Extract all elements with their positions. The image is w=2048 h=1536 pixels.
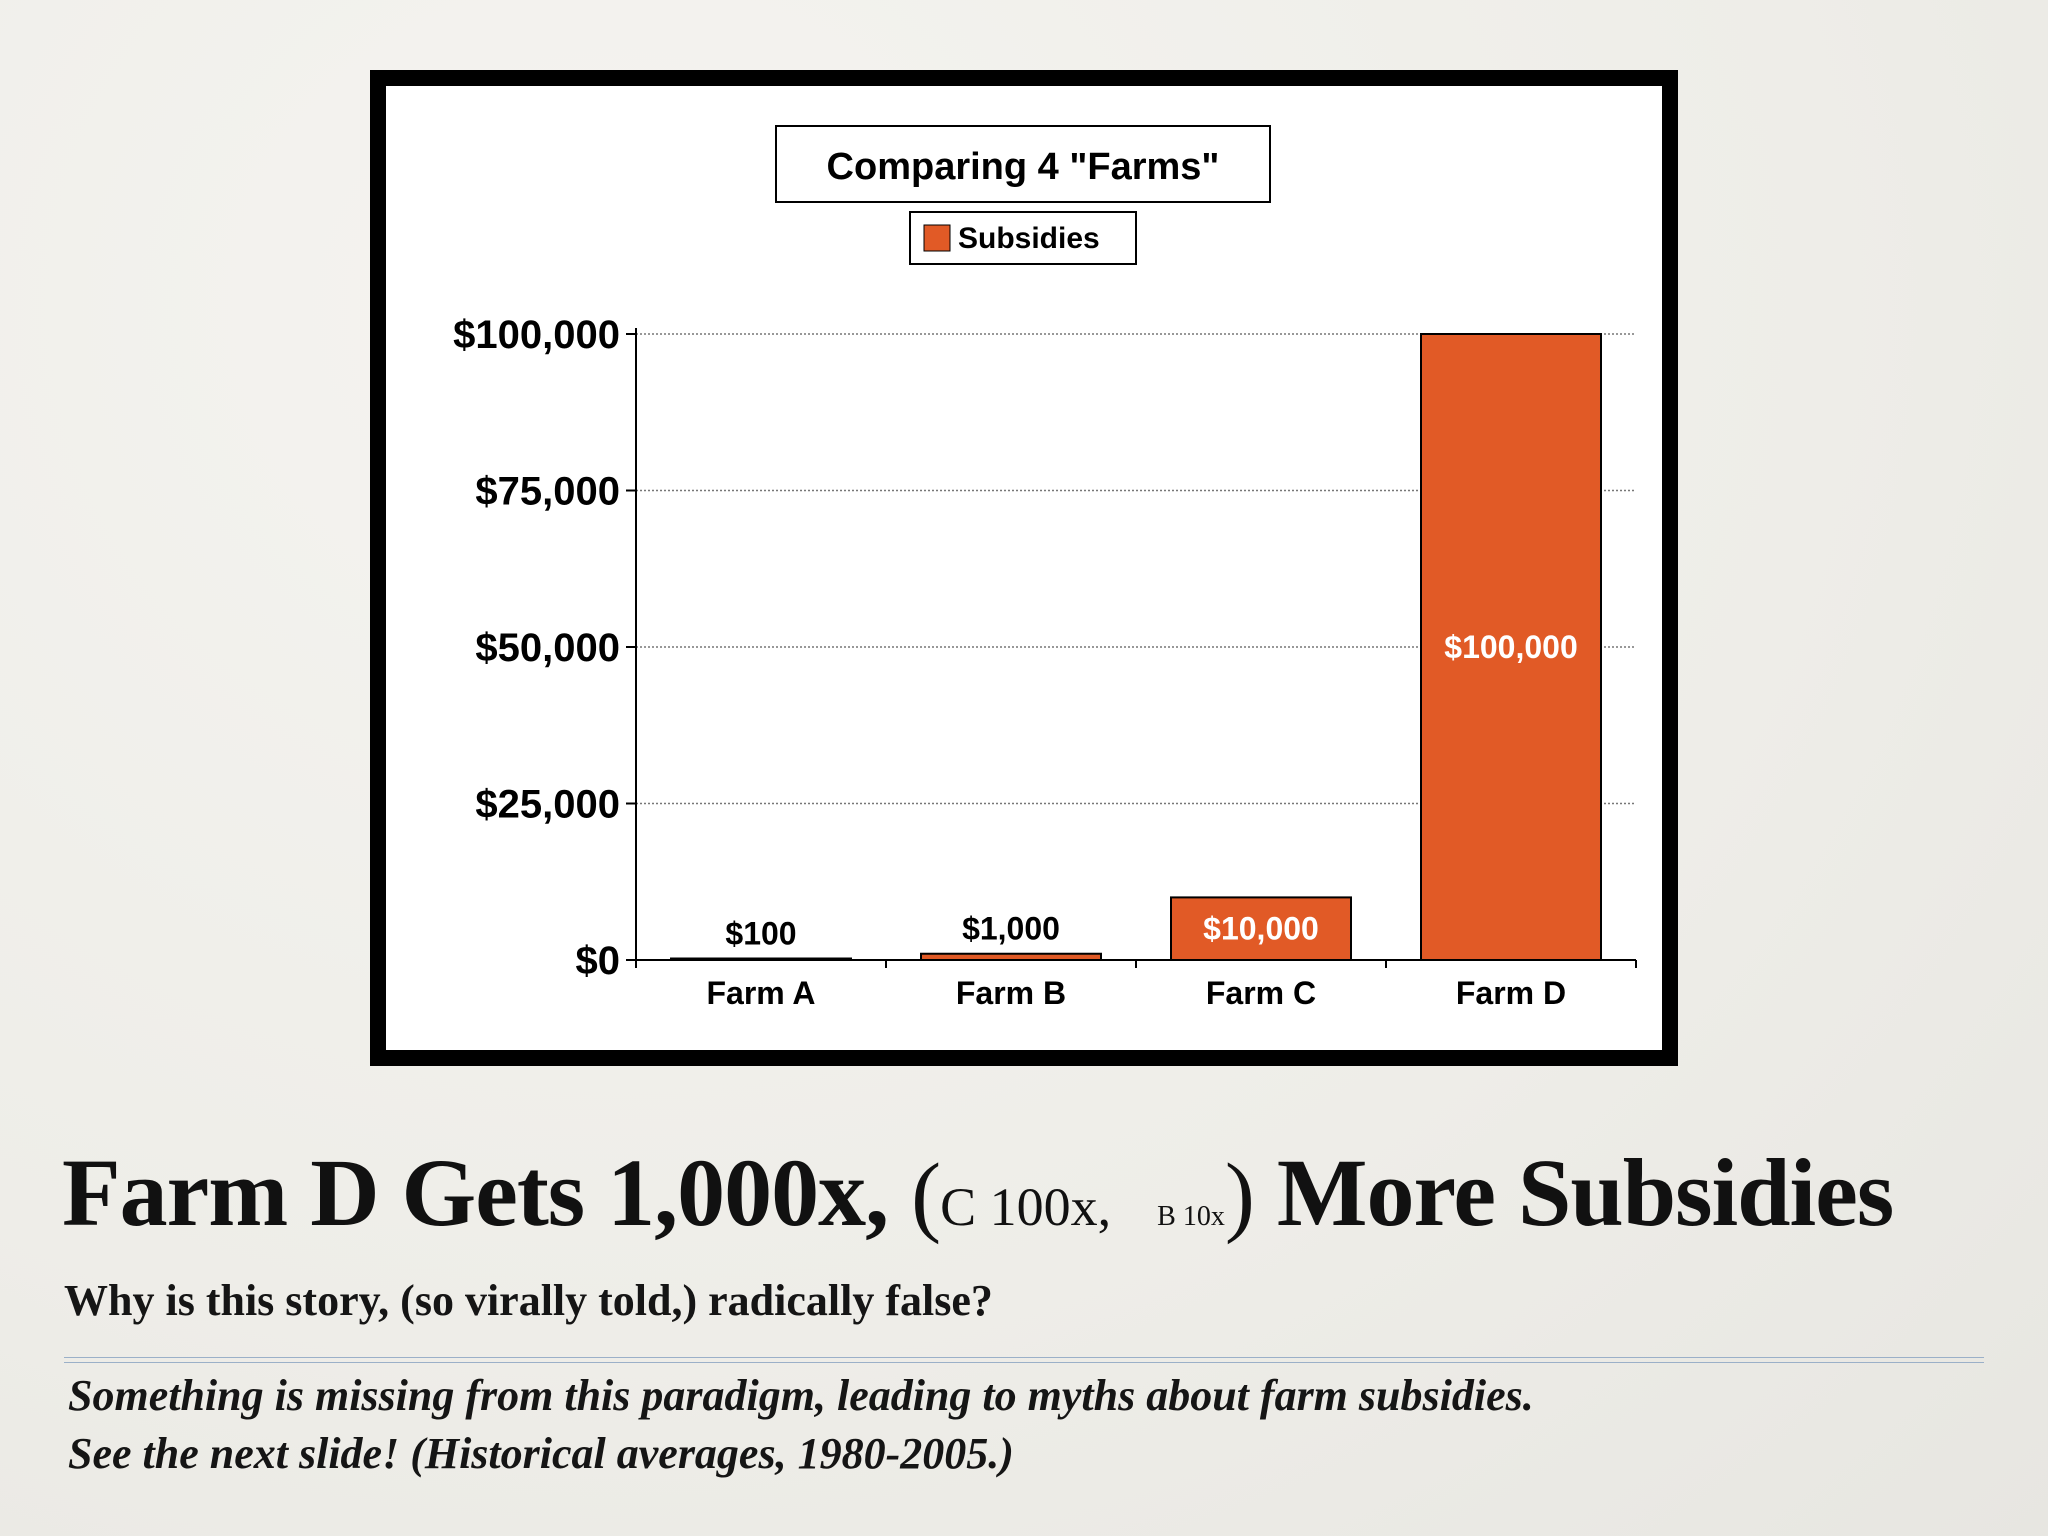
data-label: $10,000 <box>1203 911 1319 947</box>
slide-headline: Farm D Gets 1,000x, (C 100x, B 10x) More… <box>62 1138 2022 1272</box>
x-tick-label: Farm A <box>706 975 815 1011</box>
y-tick-label: $75,000 <box>475 470 620 514</box>
headline-b-part: B 10x <box>1157 1201 1225 1232</box>
y-tick-label: $100,000 <box>453 313 620 357</box>
slide-subtitle: Why is this story, (so virally told,) ra… <box>64 1276 993 1325</box>
headline-main: Farm D Gets 1,000x, <box>62 1139 889 1246</box>
legend-swatch <box>923 224 951 252</box>
legend: Subsidies <box>909 211 1137 265</box>
headline-tail: More Subsidies <box>1276 1139 1894 1246</box>
x-tick-label: Farm C <box>1206 975 1316 1011</box>
chart-area: $0 $25,000 $50,000 $75,000 $100,000 Farm A $10… <box>386 86 1662 1050</box>
chart-title-box <box>775 125 1271 203</box>
note-line-2: See the next slide! (Historical averages… <box>68 1429 1014 1478</box>
bars <box>670 333 1602 962</box>
data-label: $100,000 <box>1444 629 1577 665</box>
note-line-1: Something is missing from this paradigm,… <box>68 1371 1534 1420</box>
x-tick-label: Farm B <box>956 975 1066 1011</box>
y-tick-label: $0 <box>576 939 621 983</box>
axes <box>626 328 1637 968</box>
legend-label: Subsidies <box>958 222 1100 255</box>
y-tick-label: $50,000 <box>475 626 620 670</box>
chart-frame: $0 $25,000 $50,000 $75,000 $100,000 Farm A $10… <box>370 70 1678 1066</box>
y-tick-label: $25,000 <box>475 783 620 827</box>
headline-c-part: C 100x, <box>940 1177 1112 1237</box>
chart-title: Comparing 4 "Farms" <box>827 146 1220 188</box>
headline-open-paren: ( <box>911 1146 941 1245</box>
labels: $0 $25,000 $50,000 $75,000 $100,000 Farm A $10… <box>453 313 1578 1011</box>
data-label: $1,000 <box>962 911 1060 947</box>
bar-chart: $0 $25,000 $50,000 $75,000 $100,000 Farm A $10… <box>453 125 1637 1011</box>
chart-title-group: Comparing 4 "Farms" <box>775 125 1271 203</box>
bar <box>1420 333 1602 961</box>
headline-close-paren: ) <box>1224 1146 1255 1245</box>
x-tick-label: Farm D <box>1456 975 1566 1011</box>
divider <box>64 1357 1984 1363</box>
data-label: $100 <box>725 916 796 952</box>
